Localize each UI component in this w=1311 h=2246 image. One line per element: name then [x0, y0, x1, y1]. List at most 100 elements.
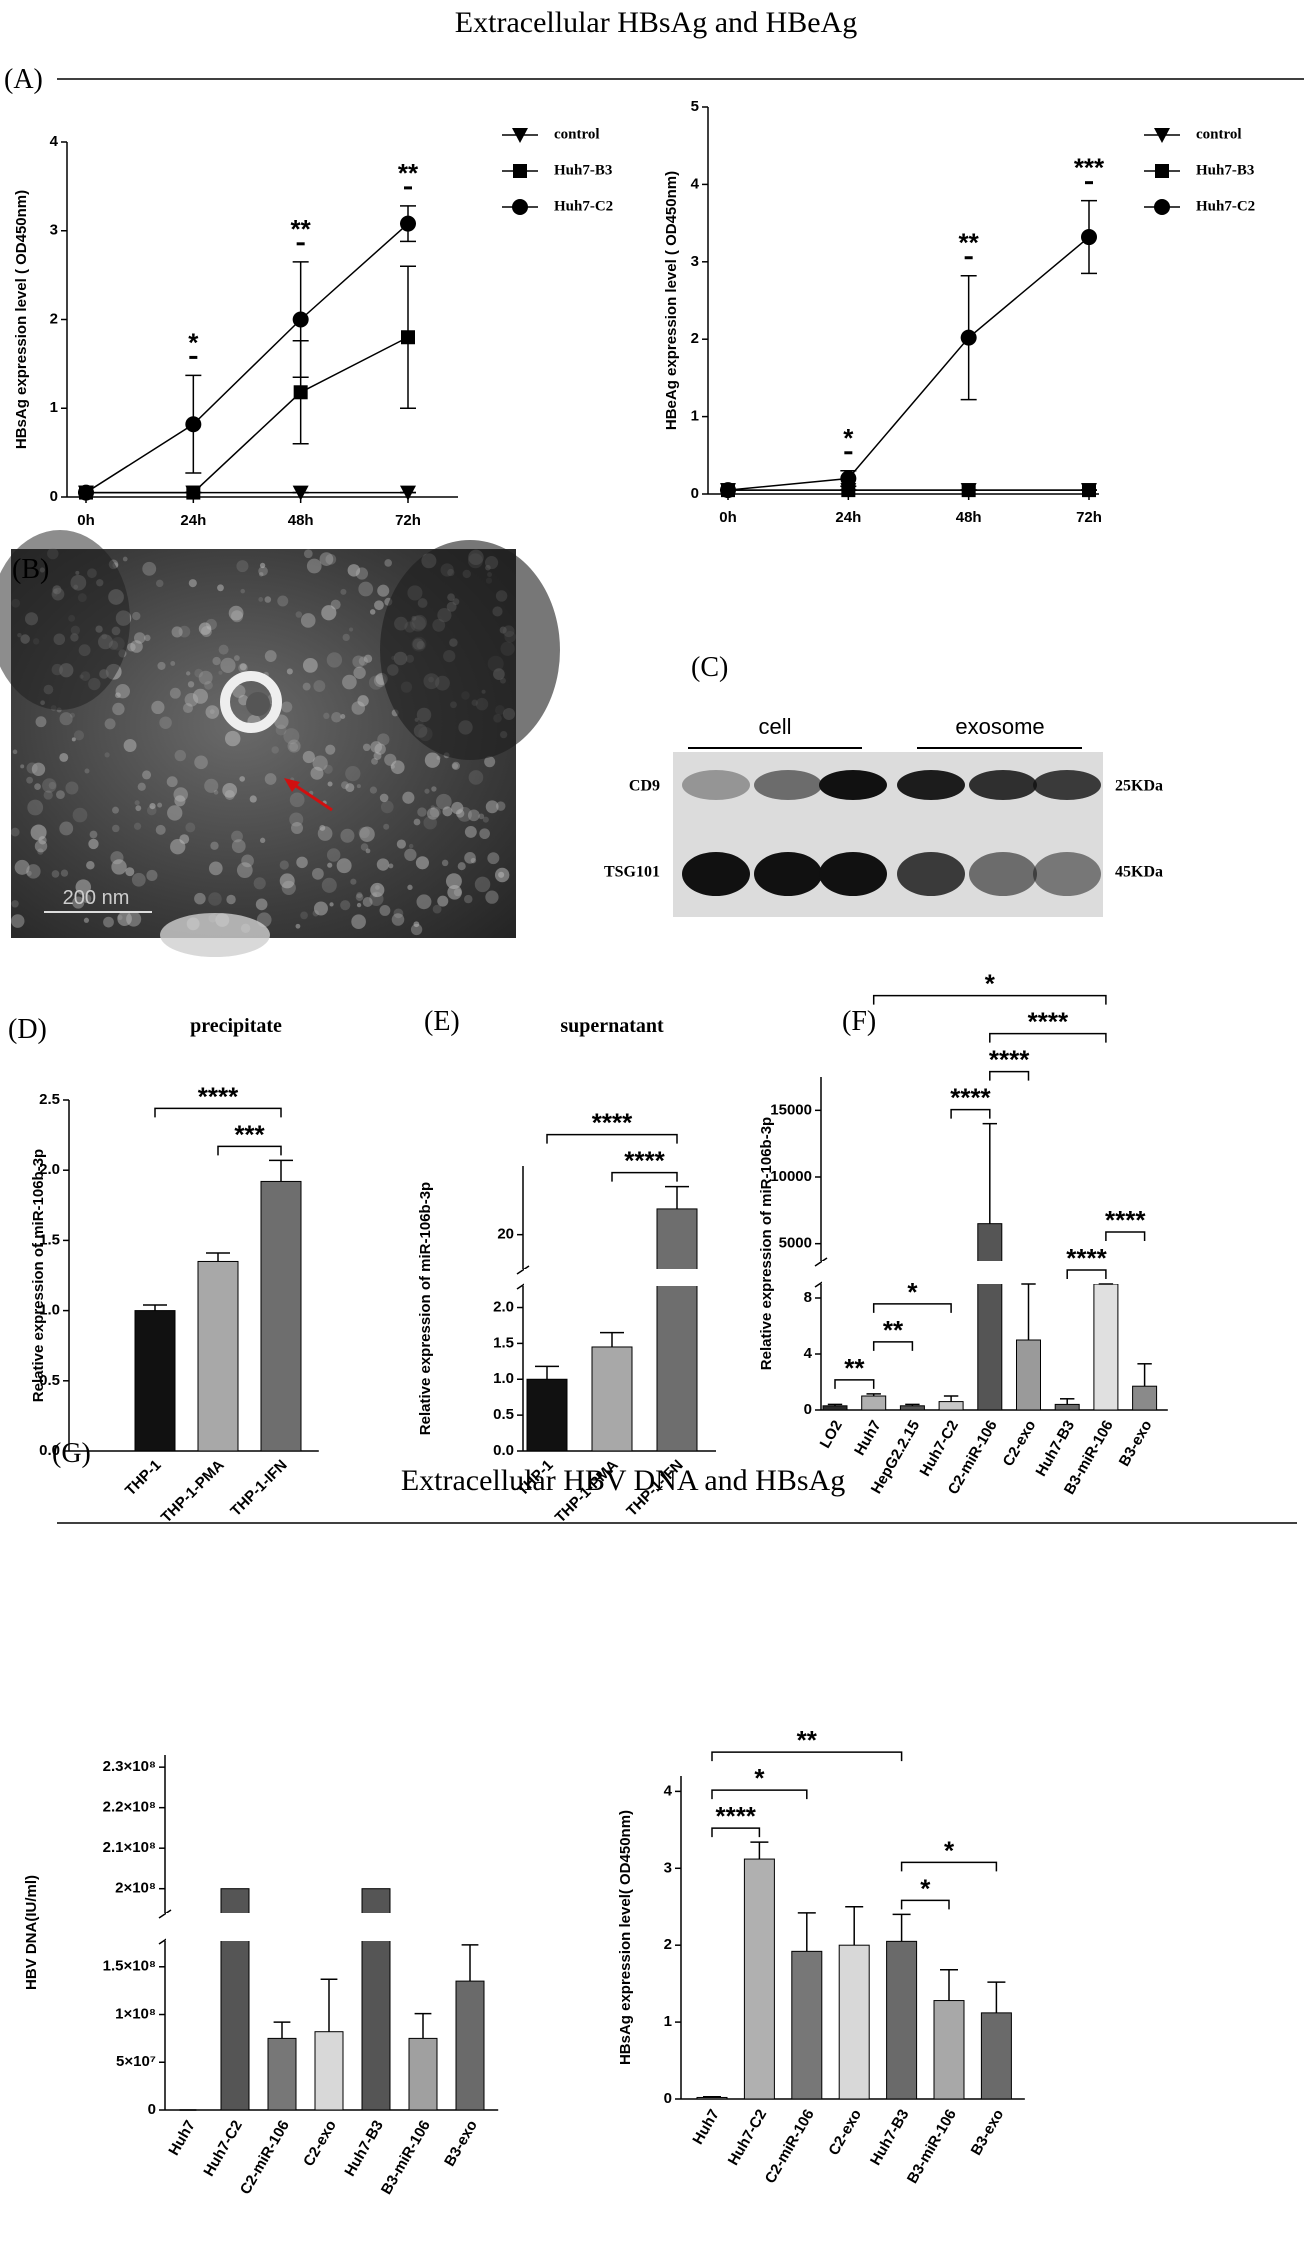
blot-band	[682, 852, 750, 896]
em-particle	[226, 894, 236, 905]
em-particle	[495, 801, 506, 811]
em-particle	[370, 741, 383, 753]
em-particle	[125, 867, 135, 877]
em-particle	[194, 668, 204, 678]
em-particle	[205, 705, 220, 719]
em-particle	[478, 813, 485, 820]
em-particle	[325, 744, 336, 755]
em-particle	[179, 834, 190, 845]
marker	[1154, 199, 1170, 215]
em-particle	[326, 848, 341, 862]
em-particle	[56, 790, 65, 800]
marker	[400, 215, 416, 232]
em-particle	[342, 674, 357, 690]
em-particle	[302, 682, 311, 691]
em-particle	[26, 776, 33, 784]
em-particle	[83, 917, 90, 923]
y-axis-label: HBV DNA(IU/ml)	[23, 1875, 40, 1990]
y-tick-label: 5	[691, 98, 699, 115]
em-particle	[340, 828, 355, 843]
legend-label: Huh7-B3	[554, 162, 612, 178]
em-particle	[241, 854, 254, 868]
em-particle	[369, 891, 384, 907]
bar	[134, 1310, 176, 1452]
em-particle	[104, 752, 110, 758]
x-tick-label: 24h	[180, 512, 206, 529]
x-tick-label: B3-exo	[441, 2117, 481, 2169]
significance-bracket	[989, 1032, 1107, 1043]
em-particle	[306, 558, 322, 574]
significance-label: ***	[234, 1119, 265, 1149]
em-particle	[27, 799, 44, 816]
em-particle	[356, 902, 362, 908]
em-particle	[356, 892, 363, 899]
em-particle	[464, 852, 476, 864]
significance-bracket	[546, 1133, 678, 1144]
em-particle	[194, 892, 206, 905]
em-particle	[455, 809, 465, 818]
annotation: ***	[1074, 153, 1105, 183]
panel-label: (A)	[4, 64, 43, 95]
significance-label: ****	[715, 1801, 756, 1831]
marker	[960, 329, 977, 346]
em-particle	[122, 556, 128, 562]
em-particle	[351, 914, 366, 930]
em-particle	[291, 822, 304, 834]
y-tick-label: 2×10⁸	[115, 1880, 156, 1897]
em-particle	[371, 757, 378, 765]
y-tick-label: 0	[691, 485, 699, 502]
em-particle	[340, 588, 347, 595]
row-label: TSG101	[604, 864, 660, 881]
axis-break	[814, 1257, 828, 1267]
significance-bracket	[872, 1303, 952, 1313]
em-particle	[393, 908, 404, 919]
em-particle	[432, 904, 442, 914]
em-particle	[117, 911, 132, 926]
x-tick-label: B3-miR-106	[378, 2117, 434, 2197]
em-particle	[380, 800, 394, 814]
bar	[260, 1180, 302, 1452]
em-particle	[10, 827, 20, 837]
em-particle	[208, 892, 222, 906]
em-particle	[470, 857, 477, 864]
em-particle	[417, 807, 427, 817]
x-tick-label: 24h	[835, 509, 861, 526]
em-image: 200 nm	[0, 530, 560, 957]
bar	[899, 1405, 925, 1411]
annotation: **	[291, 214, 312, 244]
em-particle	[59, 712, 73, 726]
em-particle	[390, 764, 395, 769]
em-particle	[173, 787, 188, 802]
significance-label: ****	[989, 1045, 1030, 1075]
em-particle	[329, 902, 334, 907]
em-particle	[374, 600, 384, 611]
y-tick-label: 4	[664, 1782, 673, 1799]
em-particle	[426, 807, 440, 820]
em-particle	[423, 815, 437, 830]
em-particle	[325, 553, 337, 565]
bar	[861, 1395, 887, 1411]
em-particle	[84, 768, 90, 774]
em-particle	[166, 776, 178, 788]
y-tick-label: 20	[497, 1226, 514, 1243]
em-particle	[485, 890, 499, 904]
y-tick-label: 3	[691, 253, 699, 270]
em-particle	[437, 895, 449, 907]
y-axis-label: HBsAg expression level ( OD450nm)	[13, 190, 30, 449]
em-particle	[442, 806, 453, 817]
y-tick-label: 2.5	[39, 1091, 60, 1108]
x-tick-label: Huh7-C2	[725, 2106, 771, 2168]
panel-label: (C)	[691, 652, 728, 683]
em-particle	[70, 712, 75, 718]
em-particle	[295, 923, 301, 929]
y-tick-label: 8	[804, 1289, 812, 1306]
group-label: cell	[758, 714, 791, 739]
em-particle	[131, 872, 146, 887]
x-tick-label: 0h	[77, 512, 95, 529]
em-particle	[424, 788, 430, 794]
panel-label: (D)	[8, 1014, 47, 1045]
em-particle	[319, 824, 326, 831]
em-particle	[231, 830, 243, 843]
y-tick-label: 1.0	[493, 1370, 514, 1387]
em-particle	[396, 839, 407, 849]
